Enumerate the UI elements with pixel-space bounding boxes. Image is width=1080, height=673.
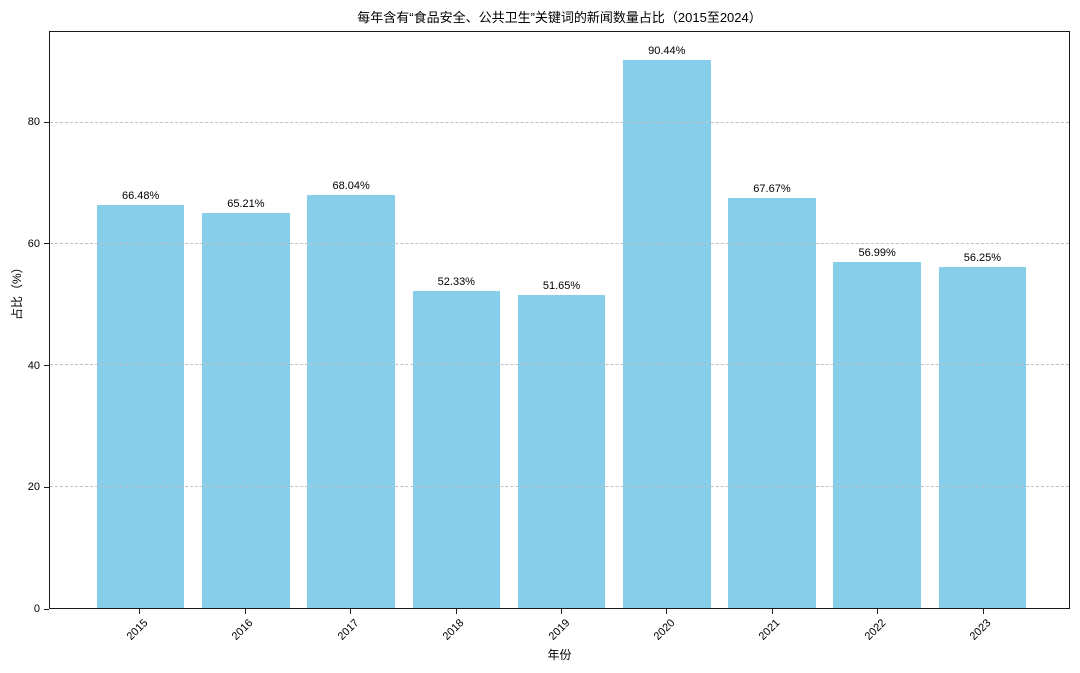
ytick-mark-60 [44,243,49,245]
xtick-mark-2018 [455,609,457,614]
xtick-mark-2021 [771,609,773,614]
xtick-label-2020: 2020 [651,617,678,643]
xtick-mark-2017 [350,609,352,614]
xtick-label-2018: 2018 [440,617,467,643]
xtick-label-2019: 2019 [546,617,573,643]
xtick-mark-2019 [561,609,563,614]
bar-value-label: 67.67% [753,182,791,195]
plot-area: 66.48% 65.21% 68.04% 52.33% 51.65% 90.44% 67.6… [49,31,1070,609]
bar-2023: 56.25% [938,252,1027,608]
chart-title: 每年含有“食品安全、公共卫生”关键词的新闻数量占比（2015至2024） [357,10,762,25]
ytick-mark-0 [44,608,49,610]
y-axis-label: 占比（%） [10,261,24,320]
ytick-label-40: 40 [27,359,40,372]
ytick-label-80: 80 [27,116,40,129]
bar-2018: 52.33% [412,276,501,608]
bar-2015: 66.48% [96,190,185,608]
xtick-mark-2016 [244,609,246,614]
bar-value-label: 51.65% [542,279,581,292]
bar-value-label: 65.21% [227,197,265,210]
xtick-label-2021: 2021 [757,617,783,643]
bar-value-label: 68.04% [332,180,370,193]
xtick-mark-2023 [982,609,984,614]
x-axis-label: 年份 [547,648,572,662]
bar-value-label: 66.48% [122,189,160,202]
bars-layer: 66.48% 65.21% 68.04% 52.33% 51.65% 90.44% 67.6… [50,32,1069,608]
bar-2019: 51.65% [517,280,606,608]
bar-value-label: 52.33% [437,275,475,288]
ytick-label-60: 60 [27,237,40,250]
bar-value-label: 56.99% [858,247,896,260]
xtick-label-2015: 2015 [124,617,151,643]
bar-2021: 67.67% [728,183,816,608]
xtick-label-2022: 2022 [862,617,889,643]
bar-2017: 68.04% [307,180,395,608]
xtick-label-2017: 2017 [335,617,362,643]
xtick-mark-2022 [877,609,879,614]
ytick-mark-40 [44,365,49,367]
ytick-mark-20 [44,486,49,488]
xtick-label-2023: 2023 [967,617,994,643]
bar-2016: 65.21% [202,198,290,608]
ytick-label-20: 20 [27,481,40,494]
xtick-mark-2020 [666,609,668,614]
bar-value-label: 90.44% [648,44,686,57]
bar-value-label: 56.25% [963,251,1002,264]
bar-2020: 90.44% [622,45,711,608]
xtick-label-2016: 2016 [229,617,256,643]
ytick-mark-80 [44,121,49,123]
ytick-label-0: 0 [33,603,40,615]
xtick-mark-2015 [139,609,141,614]
bar-2022: 56.99% [833,247,921,608]
